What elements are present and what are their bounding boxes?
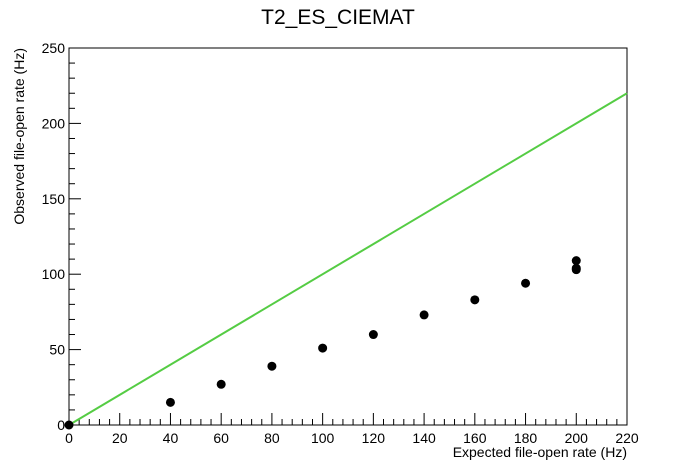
plot-frame bbox=[68, 47, 628, 426]
data-point bbox=[267, 361, 277, 371]
data-point bbox=[470, 295, 480, 305]
data-point bbox=[521, 278, 531, 288]
x-tick-label: 60 bbox=[213, 430, 229, 446]
data-point bbox=[165, 397, 175, 407]
data-point bbox=[571, 263, 581, 273]
data-points bbox=[64, 256, 581, 430]
y-tick-label: 250 bbox=[42, 40, 66, 56]
y-tick-label: 100 bbox=[42, 266, 66, 282]
data-point bbox=[419, 310, 429, 320]
data-point bbox=[368, 330, 378, 340]
y-tick-label: 200 bbox=[42, 115, 66, 131]
y-tick-label: 150 bbox=[42, 191, 66, 207]
data-point bbox=[571, 256, 581, 266]
plot-area-border bbox=[68, 47, 628, 426]
x-tick-label: 140 bbox=[412, 430, 436, 446]
data-point bbox=[64, 420, 74, 430]
x-tick-label: 160 bbox=[463, 430, 487, 446]
x-tick-label: 20 bbox=[112, 430, 128, 446]
x-tick-label: 0 bbox=[65, 430, 73, 446]
x-tick-label: 100 bbox=[311, 430, 335, 446]
data-point bbox=[318, 343, 328, 353]
x-tick-label: 120 bbox=[362, 430, 386, 446]
x-tick-label: 80 bbox=[264, 430, 280, 446]
reference-line-group bbox=[68, 92, 628, 426]
y-tick-label: 50 bbox=[49, 342, 65, 358]
y-axis-title: Observed file-open rate (Hz) bbox=[11, 48, 27, 225]
chart-title: T2_ES_CIEMAT bbox=[261, 6, 415, 29]
reference-line bbox=[68, 92, 628, 426]
x-tick-label: 220 bbox=[615, 430, 639, 446]
x-tick-label: 200 bbox=[565, 430, 589, 446]
x-tick-label: 40 bbox=[163, 430, 179, 446]
y-axis: 0 50 100 150 200 250 bbox=[42, 40, 81, 433]
x-axis-title: Expected file-open rate (Hz) bbox=[453, 444, 627, 460]
x-axis: 0 20 40 60 80 100 120 140 160 180 200 220 bbox=[65, 413, 639, 446]
data-point bbox=[216, 379, 226, 389]
x-tick-label: 180 bbox=[514, 430, 538, 446]
y-tick-label: 0 bbox=[57, 417, 65, 433]
